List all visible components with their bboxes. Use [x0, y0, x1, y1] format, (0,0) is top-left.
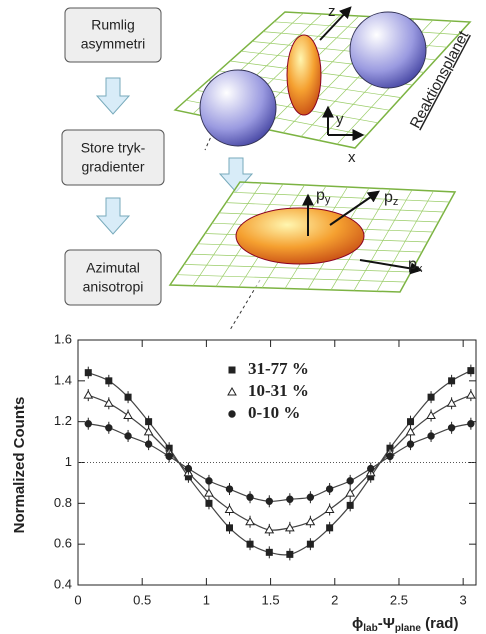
box-text: Azimutal [86, 260, 140, 276]
momentum-text: p [408, 256, 417, 273]
x-label-text: -Ψ [378, 615, 395, 632]
point [427, 412, 435, 419]
x-tick-label: 2.5 [390, 592, 408, 607]
box [65, 250, 161, 305]
x-axis-title: ϕlab-Ψplane (rad) [352, 615, 458, 634]
momentum-text: p [316, 187, 325, 204]
axis-label: x [348, 149, 356, 166]
point [124, 412, 132, 419]
flow-arrow [97, 198, 129, 234]
point [468, 368, 474, 374]
point [428, 394, 434, 400]
point [307, 541, 313, 547]
point [448, 425, 454, 431]
x-label-text: ϕ [352, 615, 363, 632]
x-label-sub: lab [363, 623, 377, 634]
axis-label: z [328, 3, 336, 20]
point [166, 453, 172, 459]
point [467, 391, 475, 398]
y-tick-label: 1.6 [54, 331, 72, 346]
overlap-zone [287, 35, 321, 115]
legend-marker [228, 388, 236, 395]
point [448, 399, 456, 406]
x-tick-label: 1 [203, 592, 210, 607]
point [368, 465, 374, 471]
axis-label: y [336, 111, 344, 128]
point [125, 433, 131, 439]
momentum-label: px [408, 256, 423, 275]
nucleus [350, 12, 426, 88]
point [206, 500, 212, 506]
box-text: Store tryk- [81, 140, 146, 156]
point [266, 549, 272, 555]
x-tick-label: 3 [460, 592, 467, 607]
point [106, 378, 112, 384]
point [327, 525, 333, 531]
point [428, 433, 434, 439]
flow-arrow [97, 78, 129, 114]
point [226, 525, 232, 531]
momentum-sub: x [417, 263, 423, 275]
y-axis-title: Normalized Counts [11, 397, 28, 534]
box-text: gradienter [81, 159, 144, 175]
point [449, 378, 455, 384]
legend-marker [229, 411, 235, 417]
point [247, 541, 253, 547]
point [326, 505, 334, 512]
x-tick-label: 0.5 [133, 592, 151, 607]
box [62, 130, 164, 185]
figure: Rumlig asymmetri Store tryk- gradienter … [0, 0, 486, 634]
point [306, 518, 314, 525]
y-tick-label: 0.8 [54, 495, 72, 510]
point [145, 441, 151, 447]
point [84, 391, 92, 398]
y-tick-label: 1.2 [54, 413, 72, 428]
point [408, 419, 414, 425]
point [287, 496, 293, 502]
legend-marker [229, 367, 235, 373]
point [307, 494, 313, 500]
point [105, 399, 113, 406]
point [106, 425, 112, 431]
momentum-text: p [384, 189, 393, 206]
point [206, 478, 212, 484]
overlap-zone [236, 208, 364, 264]
box-text: asymmetri [81, 36, 146, 52]
point [225, 505, 233, 512]
point [266, 498, 272, 504]
y-tick-label: 1.4 [54, 372, 72, 387]
nucleus [200, 70, 276, 146]
y-tick-label: 0.6 [54, 536, 72, 551]
point [85, 421, 91, 427]
legend-label: 0-10 % [248, 403, 300, 422]
point [247, 494, 253, 500]
x-tick-label: 1.5 [262, 592, 280, 607]
box-text: Rumlig [91, 17, 135, 33]
point [347, 478, 353, 484]
legend-label: 31-77 % [248, 359, 309, 378]
point [287, 551, 293, 557]
point [246, 518, 254, 525]
y-tick-label: 1 [65, 454, 72, 469]
x-label-text: (rad) [421, 615, 459, 632]
point [468, 421, 474, 427]
box-text: anisotropi [83, 279, 144, 295]
point [326, 486, 332, 492]
point [407, 441, 413, 447]
point [146, 419, 152, 425]
momentum-sub: z [393, 196, 399, 208]
point [125, 394, 131, 400]
x-tick-label: 0 [74, 592, 81, 607]
point [347, 502, 353, 508]
legend-label: 10-31 % [248, 381, 309, 400]
point [226, 486, 232, 492]
point [387, 453, 393, 459]
momentum-sub: y [325, 194, 331, 206]
y-tick-label: 0.4 [54, 576, 72, 591]
point [85, 370, 91, 376]
x-tick-label: 2 [331, 592, 338, 607]
x-label-sub: plane [395, 623, 422, 634]
point [185, 465, 191, 471]
